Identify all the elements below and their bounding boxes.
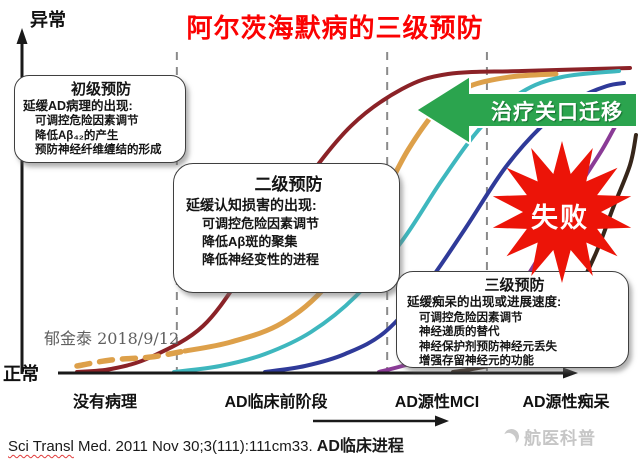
citation-journal: Sci Transl: [8, 438, 74, 455]
progression-label: AD临床进程: [316, 438, 404, 455]
author-watermark: 郁金泰 2018/9/12: [44, 329, 180, 348]
primary-prevention-box: 初级预防 延缓AD病理的出现: 可调控危险因素调节 降低Aβ₄₂的产生 预防神经…: [14, 75, 186, 163]
tertiary-prevention-item: 神经保护剂预防神经元丢失: [419, 340, 557, 353]
stage-label-preclinical: AD临床前阶段: [224, 394, 328, 411]
failure-label: 失败: [531, 203, 589, 233]
primary-prevention-title: 初级预防: [70, 81, 131, 98]
tertiary-prevention-item: 神经递质的替代: [419, 326, 500, 338]
citation-rest: Med. 2011 Nov 30;3(111):111cm33.: [73, 438, 317, 455]
primary-prevention-item: 预防神经纤维缠结的形成: [35, 144, 162, 156]
y-axis-label-abnormal: 异常: [30, 10, 66, 30]
secondary-prevention-box: 二级预防 延缓认知损害的出现: 可调控危险因素调节 降低Aβ斑的聚集 降低神经变…: [173, 163, 400, 293]
stage-label-mci: AD源性MCI: [394, 394, 480, 411]
tertiary-prevention-subtitle: 延缓痴呆的出现或进展速度:: [407, 295, 562, 309]
stage-label-no-pathology: 没有病理: [72, 394, 137, 411]
x-axis-arrowhead: [563, 367, 578, 379]
secondary-prevention-item: 降低神经变性的进程: [202, 252, 320, 267]
tertiary-prevention-box: 三级预防 延缓痴呆的出现或进展速度: 可调控危险因素调节 神经递质的替代 神经保…: [396, 271, 629, 368]
stage-label-dementia: AD源性痴呆: [522, 394, 610, 411]
primary-prevention-item: 降低Aβ₄₂的产生: [35, 129, 119, 142]
citation-line: Sci Transl Med. 2011 Nov 30;3(111):111cm…: [8, 432, 404, 456]
treatment-shift-label: 治疗关口迁移: [491, 101, 623, 124]
y-axis-arrowhead: [16, 28, 28, 44]
brand-logo-moon-icon: [502, 427, 520, 445]
secondary-prevention-subtitle: 延缓认知损害的出现:: [186, 197, 317, 213]
primary-prevention-item: 可调控危险因素调节: [35, 115, 139, 127]
secondary-prevention-title: 二级预防: [254, 175, 323, 194]
tertiary-prevention-item: 增强存留神经元的功能: [419, 355, 534, 367]
x-axis: [58, 367, 578, 379]
page-title: 阿尔茨海默病的三级预防: [186, 13, 484, 43]
primary-prevention-subtitle: 延缓AD病理的出现:: [23, 99, 133, 113]
curve-orange-dashed-segment: [74, 348, 188, 369]
y-axis-label-normal: 正常: [3, 364, 39, 384]
brand-watermark: 航医科普: [504, 424, 596, 449]
progression-arrow: [313, 415, 449, 427]
brand-watermark-text: 航医科普: [524, 429, 596, 448]
secondary-prevention-item: 降低Aβ斑的聚集: [202, 234, 298, 249]
secondary-prevention-item: 可调控危险因素调节: [202, 216, 320, 231]
tertiary-prevention-title: 三级预防: [484, 277, 545, 294]
tertiary-prevention-item: 可调控危险因素调节: [419, 311, 523, 324]
